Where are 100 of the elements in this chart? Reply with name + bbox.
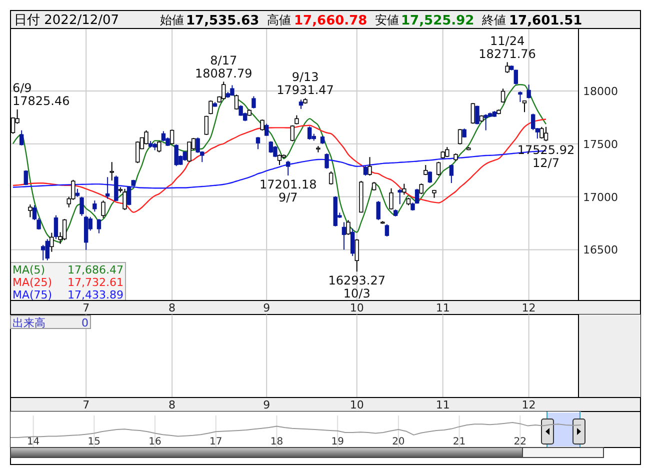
candlestick: [54, 214, 58, 240]
candlestick: [144, 130, 148, 145]
candlestick: [28, 204, 32, 218]
candlestick: [19, 130, 24, 146]
annotation: 8/17 18087.79: [194, 54, 252, 81]
candlestick: [419, 183, 424, 195]
x-tick-label: 20: [392, 436, 405, 448]
candlestick: [110, 162, 114, 181]
text: MA(5): [12, 264, 46, 276]
text: MA(75): [12, 288, 52, 302]
candlestick: [126, 186, 132, 206]
candlestick: [475, 105, 480, 125]
candlestick: [298, 99, 304, 110]
candlestick: [80, 196, 84, 216]
candlestick: [376, 200, 380, 221]
x-tick-label: 11: [436, 302, 450, 314]
candlestick: [402, 183, 406, 196]
candlestick: [342, 222, 346, 250]
text: 出来高: [12, 316, 46, 330]
category-label: 11: [436, 398, 450, 412]
candlestick: [122, 188, 127, 211]
x-tick-label: 21: [452, 436, 466, 448]
candlestick: [307, 126, 312, 140]
x-tick-label: 10: [350, 302, 364, 314]
x-tick-label: 18: [270, 436, 284, 448]
candlestick: [196, 137, 200, 154]
annotation: 17,525.92: [401, 14, 474, 28]
candlestick: [264, 123, 269, 136]
annotation: 17,686.47: [68, 264, 124, 276]
candlestick: [398, 188, 402, 205]
candlestick: [384, 224, 390, 237]
text: 始値: [160, 13, 184, 27]
annotation: 17201.18 9/7: [259, 177, 317, 204]
category-label: 9: [263, 398, 270, 412]
candlestick: [531, 113, 536, 131]
y-tick-label: 17000: [583, 190, 618, 204]
candlestick: [526, 84, 531, 99]
annotation: 17,535.63: [186, 14, 260, 28]
category-label: 8: [168, 398, 176, 412]
candlestick: [518, 90, 522, 102]
candlestick: [136, 140, 140, 164]
candlestick: [286, 160, 290, 176]
category-label: 7: [82, 398, 90, 412]
candlestick: [105, 176, 110, 200]
text: MA(25): [12, 276, 52, 289]
y-tick-label: 16500: [583, 244, 618, 257]
x-tick-label: 17: [210, 436, 222, 448]
y-tick-label: 17500: [583, 138, 618, 151]
annotation: 17525.92 12/7: [517, 143, 575, 170]
category-label: 10: [350, 398, 364, 412]
x-tick-label: 8: [168, 302, 176, 314]
candlestick: [500, 88, 506, 104]
candlestick: [252, 96, 256, 109]
candlestick: [234, 94, 239, 110]
x-tick-label: 9: [263, 302, 270, 314]
candlestick: [174, 144, 178, 167]
candlestick: [260, 119, 264, 132]
candlestick: [96, 218, 102, 234]
candlestick: [346, 220, 350, 236]
x-tick-label: 22: [514, 436, 527, 448]
candlestick: [484, 114, 488, 131]
candlestick: [157, 140, 162, 153]
candlestick: [256, 136, 260, 150]
text: 安値: [375, 13, 399, 27]
candlestick: [204, 115, 209, 136]
candlestick: [449, 164, 454, 184]
candlestick: [277, 154, 282, 166]
candlestick: [208, 100, 213, 115]
x-tick-label: 16: [148, 436, 162, 448]
x-tick-label: 19: [331, 436, 344, 448]
candlestick: [350, 228, 355, 257]
candlestick: [540, 126, 544, 140]
annotation: 17,433.89: [68, 288, 124, 302]
chart-title: 日付 2022/12/07: [14, 13, 120, 28]
annotation: 6/9 17825.46: [12, 81, 70, 108]
candlestick: [505, 62, 510, 74]
candlestick: [92, 200, 97, 212]
x-tick-label: 7: [82, 302, 90, 314]
candlestick: [50, 232, 54, 252]
annotation: 9/13 17931.47: [276, 70, 334, 98]
candlestick: [389, 188, 394, 210]
text: 終値: [481, 13, 506, 27]
candlestick: [368, 156, 372, 176]
candlestick: [187, 141, 192, 162]
candlestick: [470, 102, 476, 124]
x-tick-label: 12: [522, 302, 536, 314]
candlestick: [40, 244, 46, 261]
candlestick: [458, 128, 462, 145]
candlestick: [170, 129, 174, 145]
annotation: 17,660.78: [294, 14, 368, 28]
text: 0: [82, 316, 88, 330]
annotation: 17,732.61: [68, 276, 124, 289]
candlestick: [363, 166, 368, 176]
category-label: 12: [522, 398, 536, 412]
candlestick: [45, 238, 50, 261]
candlestick: [114, 175, 118, 202]
y-tick-label: 18000: [583, 84, 618, 98]
candlestick: [101, 200, 106, 218]
candlestick: [328, 170, 334, 186]
annotation: 16293.27 10/3: [328, 274, 386, 301]
